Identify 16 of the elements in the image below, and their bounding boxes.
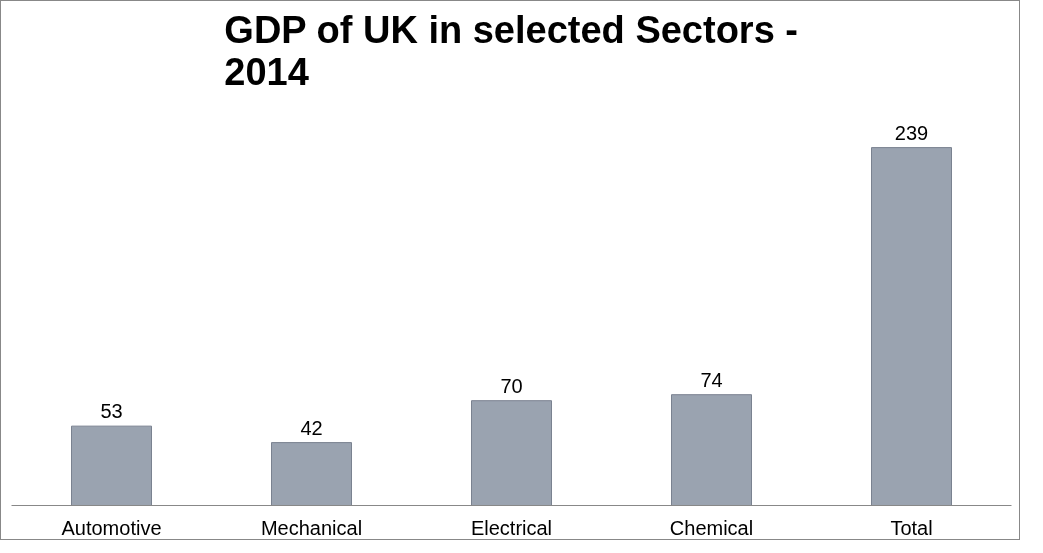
x-tick-label: Chemical xyxy=(669,516,754,539)
x-tick-label: Electrical xyxy=(470,516,553,539)
bar xyxy=(671,394,752,506)
x-tick-label: Mechanical xyxy=(260,516,363,539)
data-label: 74 xyxy=(700,368,723,391)
bar xyxy=(871,147,952,506)
bar xyxy=(271,442,352,506)
data-label: 70 xyxy=(500,374,523,397)
x-tick-label: Total xyxy=(890,516,933,539)
data-label: 42 xyxy=(300,416,323,439)
data-label: 53 xyxy=(100,400,123,423)
bar xyxy=(471,400,552,506)
data-label: 239 xyxy=(894,121,929,144)
bar xyxy=(71,425,152,506)
x-tick-label: Automotive xyxy=(61,516,162,539)
chart-title: GDP of UK in selected Sectors - 2014 xyxy=(224,8,799,93)
